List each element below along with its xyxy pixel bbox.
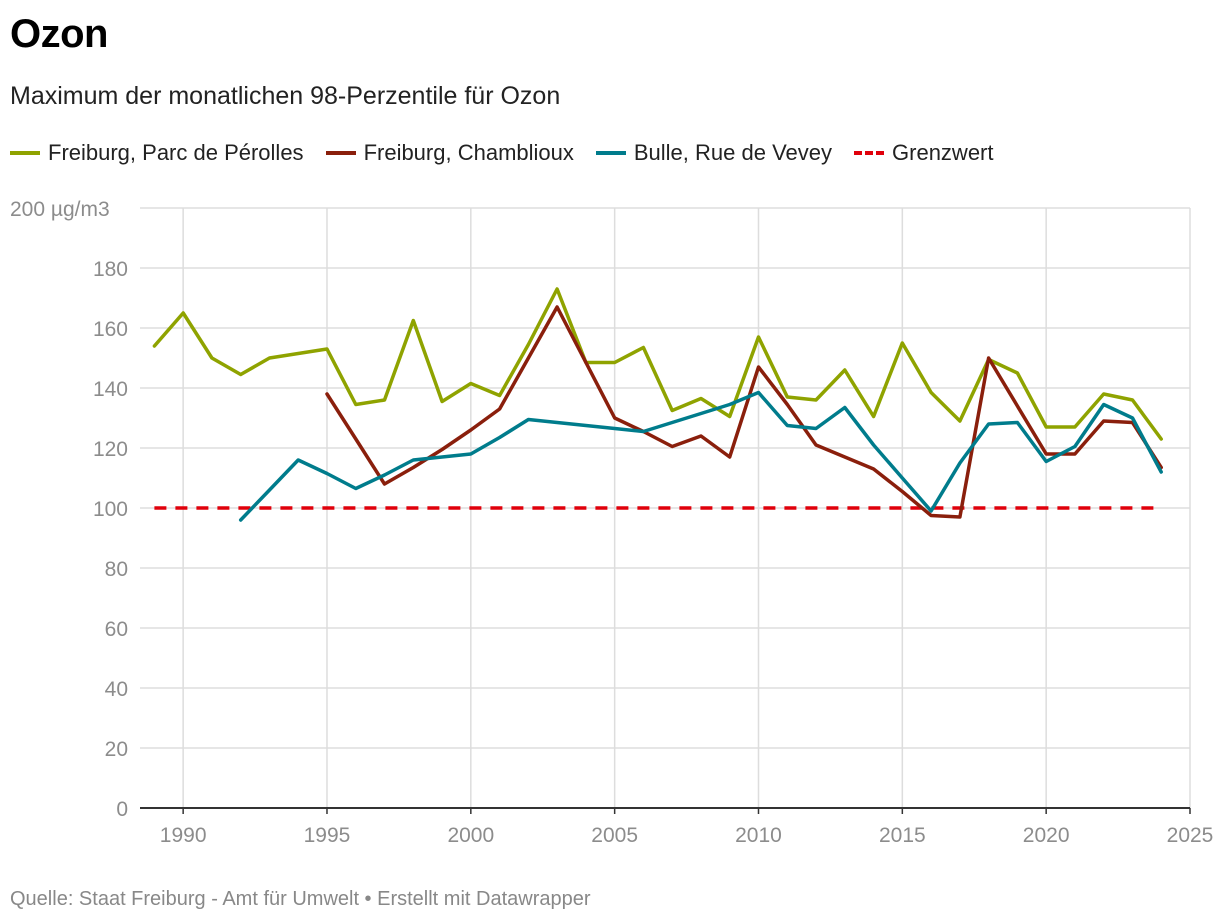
series-line-bulle-rue-de-vevey: [238, 390, 1163, 522]
y-tick-label: 80: [105, 558, 128, 581]
y-tick-label: 120: [93, 438, 128, 461]
y-tick-label: 140: [93, 378, 128, 401]
legend: Freiburg, Parc de Pérolles Freiburg, Cham…: [10, 140, 1016, 166]
y-tick-label: 100: [93, 498, 128, 521]
chart-title: Ozon: [10, 12, 108, 56]
chart-subtitle: Maximum der monatlichen 98-Perzentile fü…: [10, 82, 561, 110]
legend-item: Freiburg, Chamblioux: [325, 140, 574, 166]
y-tick-label: 60: [105, 618, 128, 641]
x-tick-label: 2025: [1167, 824, 1214, 847]
legend-swatch: [10, 151, 40, 155]
series-line-freiburg-parc-de-p-rolles: [152, 287, 1163, 441]
legend-swatch: [854, 151, 885, 155]
line-chart: 0 20 40 60 80 100 120 140 160 180 200 µg/m3 1990 199…: [10, 198, 1214, 847]
x-tick-label: 2010: [735, 824, 782, 847]
y-tick-label: 200 µg/m3: [10, 198, 110, 221]
x-tick-label: 2000: [447, 824, 494, 847]
y-tick-label: 40: [105, 678, 128, 701]
x-tick-label: 2005: [591, 824, 638, 847]
x-tick-label: 1995: [304, 824, 351, 847]
legend-label: Grenzwert: [892, 140, 994, 165]
legend-label: Freiburg, Chamblioux: [363, 140, 574, 165]
y-tick-label: 180: [93, 258, 128, 281]
y-tick-label: 20: [105, 738, 128, 761]
y-tick-label: 0: [116, 798, 128, 821]
legend-swatch: [595, 151, 626, 155]
legend-swatch: [325, 151, 356, 155]
source-note: Quelle: Staat Freiburg - Amt für Umwelt …: [10, 888, 591, 910]
legend-item: Freiburg, Parc de Pérolles: [10, 140, 304, 166]
series-line-freiburg-chamblioux: [325, 305, 1163, 519]
legend-item: Bulle, Rue de Vevey: [595, 140, 833, 166]
y-tick-label: 160: [93, 318, 128, 341]
x-tick-label: 2020: [1023, 824, 1070, 847]
x-tick-label: 1990: [160, 824, 207, 847]
x-tick-label: 2015: [879, 824, 926, 847]
legend-label: Freiburg, Parc de Pérolles: [48, 140, 304, 165]
legend-item: Grenzwert: [854, 140, 994, 166]
legend-label: Bulle, Rue de Vevey: [633, 140, 833, 165]
